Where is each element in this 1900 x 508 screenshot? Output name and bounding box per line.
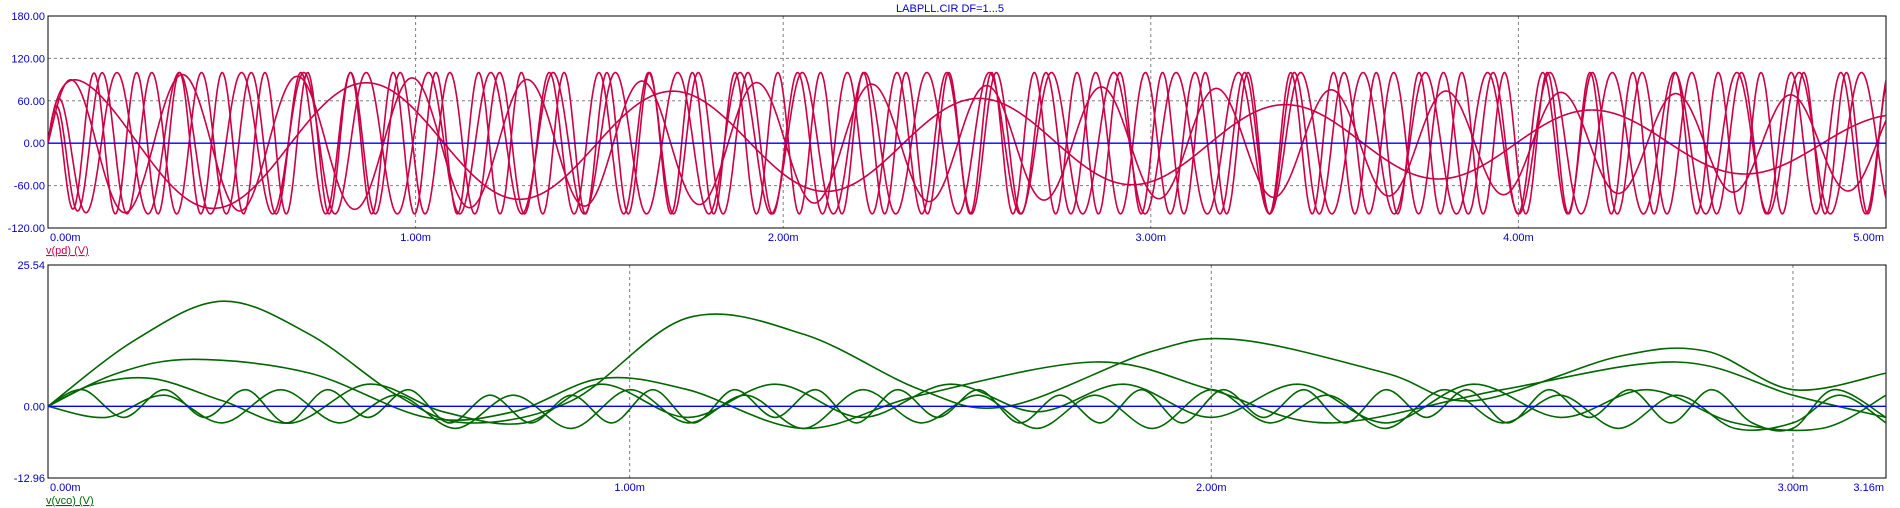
y-tick-label: 120.00 <box>11 53 45 65</box>
y-tick-label: -12.96 <box>14 473 45 485</box>
x-tick-label: 2.00m <box>1196 482 1227 494</box>
chart-title: LABPLL.CIR DF=1...5 <box>896 3 1004 15</box>
x-tick-label: 0.00m <box>50 482 81 494</box>
y-tick-label: 25.54 <box>17 260 45 272</box>
traces <box>48 301 1886 431</box>
x-tick-label: 0.00m <box>50 232 81 244</box>
pd-legend-label[interactable]: v(pd) (V) <box>46 245 89 257</box>
y-tick-label: 180.00 <box>11 11 45 23</box>
x-tick-label: 5.00m <box>1853 232 1884 244</box>
y-tick-label: 60.00 <box>17 96 45 108</box>
x-tick-label: 4.00m <box>1503 232 1534 244</box>
plot-frame <box>48 265 1886 478</box>
pd-panel: 0.00m 1.00m 2.00m 3.00m 4.00m 5.00m 180.00 120.… <box>8 11 1886 244</box>
series-line-4 <box>48 390 1886 431</box>
y-tick-label: -60.00 <box>14 181 45 193</box>
vco-panel: 0.00m 1.00m 2.00m 3.00m 3.16m 25.54 0.00 -12.96 <box>14 260 1886 494</box>
x-tick-label: 1.00m <box>614 482 645 494</box>
y-tick-label: -120.00 <box>8 223 45 235</box>
x-tick-label: 3.16m <box>1853 482 1884 494</box>
vco-legend-label[interactable]: v(vco) (V) <box>46 495 94 507</box>
y-tick-label: 0.00 <box>24 138 45 150</box>
x-tick-label: 2.00m <box>768 232 799 244</box>
y-tick-label: 0.00 <box>24 401 45 413</box>
x-tick-label: 3.00m <box>1136 232 1167 244</box>
x-tick-label: 3.00m <box>1778 482 1809 494</box>
series-line-3 <box>48 378 1886 431</box>
x-tick-label: 1.00m <box>400 232 431 244</box>
series-line-1 <box>48 301 1886 423</box>
